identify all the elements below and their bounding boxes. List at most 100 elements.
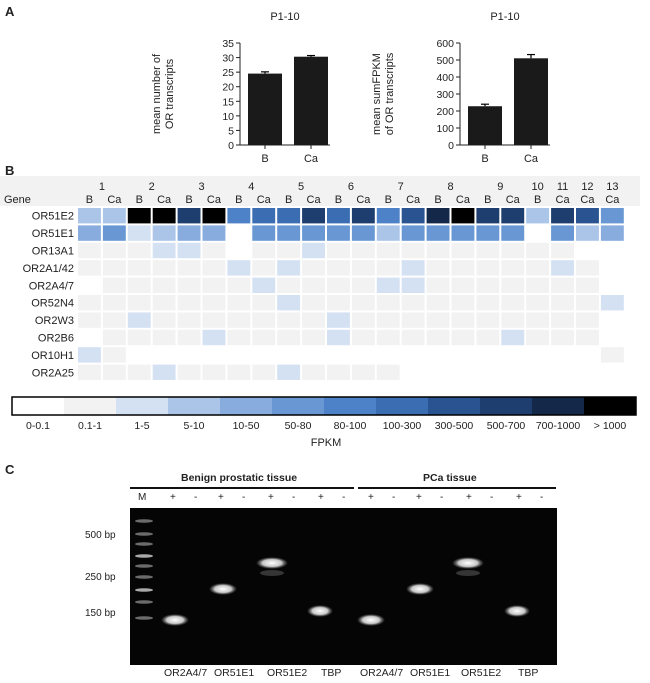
heatmap-cell	[102, 225, 126, 241]
heatmap-cell	[277, 347, 301, 363]
patient-number: 2	[149, 181, 155, 193]
heatmap-cell	[551, 242, 574, 259]
legend-label: 500-700	[487, 420, 526, 432]
heatmap-cell	[152, 364, 176, 380]
heatmap-cell	[277, 312, 301, 328]
lane-sign: -	[440, 492, 444, 503]
gene-label: OR10H1	[31, 350, 74, 362]
heatmap-cell	[78, 347, 101, 363]
legend-swatch	[428, 397, 480, 415]
gel-gene-label: TBP	[518, 667, 539, 679]
size-label-150: 150 bp	[85, 608, 116, 619]
pcr-band	[452, 557, 484, 569]
lane-sign: +	[218, 492, 224, 503]
heatmap-cell	[177, 260, 201, 276]
heatmap-cell	[501, 208, 525, 224]
gel-gene-label: OR51E2	[267, 667, 308, 679]
heatmap-cell	[177, 208, 201, 224]
legend-swatch	[584, 397, 636, 415]
ladder-band	[135, 532, 153, 536]
legend-label: 100-300	[383, 420, 422, 432]
heatmap-cell	[526, 347, 550, 363]
gene-label: OR13A1	[32, 246, 74, 258]
heatmap-cell	[551, 225, 574, 241]
heatmap-cell	[327, 277, 350, 293]
heatmap-cell	[401, 295, 425, 311]
heatmap-cell	[152, 347, 176, 363]
heatmap-cell	[451, 364, 475, 380]
heatmap-cell	[78, 242, 101, 259]
heatmap-cell	[227, 277, 251, 293]
heatmap-cell	[252, 277, 276, 293]
heatmap-cell	[426, 242, 450, 259]
heatmap-cell	[152, 242, 176, 259]
heatmap-cell	[277, 364, 301, 380]
pcr-band	[161, 614, 189, 626]
y-tick-label: 400	[436, 72, 454, 84]
heatmap-cell	[227, 225, 251, 241]
heatmap-cell	[102, 295, 126, 311]
patient-number: 1	[99, 181, 105, 193]
gene-label: OR51E1	[32, 228, 74, 240]
heatmap-cell	[102, 329, 126, 346]
patient-number: 3	[198, 181, 204, 193]
heatmap-cell	[426, 225, 450, 241]
heatmap-cell	[327, 364, 350, 380]
heatmap-cell	[78, 208, 101, 224]
heatmap-cell	[376, 260, 400, 276]
heatmap-cell	[526, 260, 550, 276]
heatmap-cell	[102, 364, 126, 380]
heatmap-cell	[351, 277, 375, 293]
heatmap-cell	[526, 225, 550, 241]
y-tick-label: 35	[222, 38, 234, 50]
patient-number: 7	[398, 181, 404, 193]
heatmap-cell	[227, 364, 251, 380]
legend-swatch	[168, 397, 220, 415]
y-tick-label: 15	[222, 96, 234, 108]
legend-frame	[11, 396, 637, 416]
heatmap-cell	[177, 242, 201, 259]
heatmap-cell	[102, 242, 126, 259]
patient-number: 6	[348, 181, 354, 193]
heatmap-cell	[576, 347, 599, 363]
heatmap-cell	[127, 242, 151, 259]
heatmap-cell	[227, 329, 251, 346]
panel-b-label: B	[5, 163, 15, 178]
x-tick-label: Ca	[524, 153, 539, 165]
pcr-band	[357, 614, 385, 626]
tissue-type-label: Ca	[456, 194, 471, 206]
heatmap-cell	[401, 225, 425, 241]
heatmap-cell	[152, 208, 176, 224]
heatmap-cell	[202, 364, 226, 380]
tissue-type-label: Ca	[257, 194, 272, 206]
patient-number: 10	[532, 181, 544, 193]
heatmap-cell	[451, 225, 475, 241]
pcr-band	[504, 605, 530, 617]
heatmap-cell	[302, 329, 325, 346]
heatmap-cell	[376, 277, 400, 293]
heatmap-cell	[476, 329, 500, 346]
heatmap-cell	[277, 225, 301, 241]
heatmap-cell	[600, 364, 624, 380]
heatmap-cell	[576, 208, 599, 224]
heatmap-cell	[277, 329, 301, 346]
heatmap-cell	[351, 225, 375, 241]
heatmap-cell	[227, 295, 251, 311]
heatmap-cell	[576, 260, 599, 276]
heatmap-cell	[501, 347, 525, 363]
heatmap-cell	[102, 260, 126, 276]
heatmap-cell	[501, 364, 525, 380]
heatmap-cell	[451, 347, 475, 363]
heatmap-cell	[78, 225, 101, 241]
y-tick-label: 5	[228, 125, 234, 137]
heatmap-cell	[551, 329, 574, 346]
heatmap-cell	[600, 295, 624, 311]
lane-sign: +	[318, 492, 324, 503]
gel-panel: Benign prostatic tissue PCa tissue M + - + -…	[0, 470, 650, 683]
legend-swatch	[532, 397, 584, 415]
heatmap-header-band	[0, 176, 640, 206]
heatmap-cell	[227, 312, 251, 328]
heatmap-cell	[376, 295, 400, 311]
heatmap-cell	[451, 242, 475, 259]
